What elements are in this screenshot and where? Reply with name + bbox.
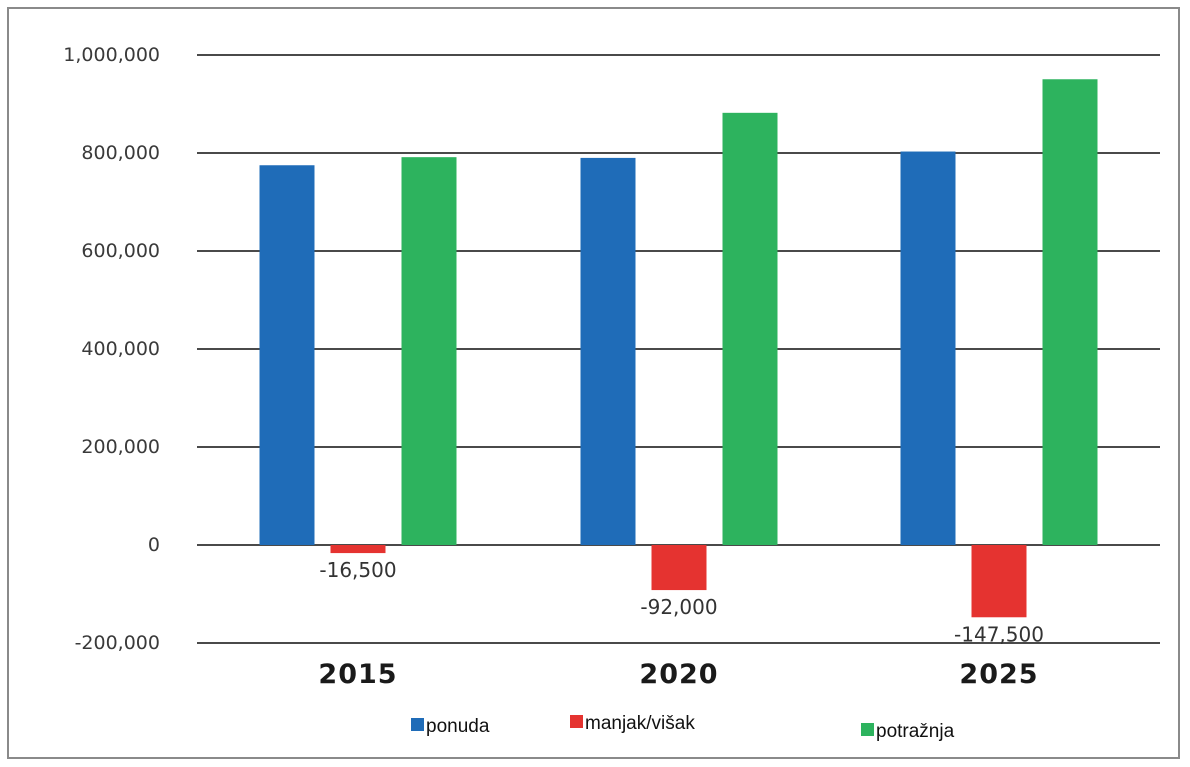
legend: ponuda manjak/višak potražnja [411, 713, 955, 742]
y-tick-label: 200,000 [81, 436, 160, 458]
bar-manjak-vi-ak-2025 [971, 545, 1027, 618]
data-label: -92,000 [640, 595, 717, 619]
bar-potra-nja-2025 [1042, 79, 1098, 545]
bar-ponuda-2025 [900, 151, 956, 545]
legend-label: manjak/višak [585, 713, 695, 734]
legend-label: ponuda [426, 716, 490, 737]
y-tick-label: 1,000,000 [63, 44, 160, 66]
bar-ponuda-2015 [259, 165, 315, 545]
data-label: -16,500 [319, 558, 396, 582]
data-label: -147,500 [954, 622, 1044, 646]
y-tick-label: 0 [148, 534, 160, 556]
x-category-label: 2020 [639, 659, 718, 690]
y-tick-label: 400,000 [81, 338, 160, 360]
legend-label: potražnja [876, 721, 955, 742]
x-axis-categories: 2015 2020 2025 [318, 659, 1038, 690]
bar-potra-nja-2020 [722, 112, 778, 545]
y-tick-label: 600,000 [81, 240, 160, 262]
data-labels: -16,500 -92,000 -147,500 [319, 558, 1044, 646]
y-tick-label: 800,000 [81, 142, 160, 164]
bar-manjak-vi-ak-2015 [330, 545, 386, 554]
x-category-label: 2025 [959, 659, 1038, 690]
x-category-label: 2015 [318, 659, 397, 690]
legend-swatch [861, 723, 874, 736]
bars [259, 79, 1098, 618]
legend-swatch [570, 715, 583, 728]
legend-swatch [411, 718, 424, 731]
bar-ponuda-2020 [580, 157, 636, 545]
y-tick-label: -200,000 [75, 632, 160, 654]
y-axis-ticks: -200,000 0 200,000 400,000 600,000 800,000 1,0… [63, 44, 160, 654]
bar-manjak-vi-ak-2020 [651, 545, 707, 591]
bar-potra-nja-2015 [401, 157, 457, 546]
